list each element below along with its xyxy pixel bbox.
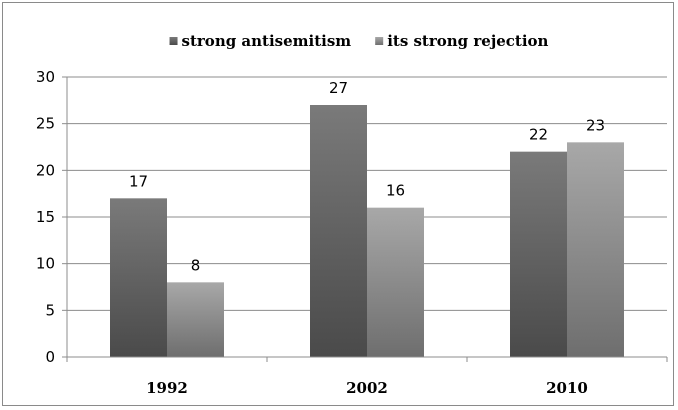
- legend-label: strong antisemitism: [182, 32, 352, 50]
- bar-strong-antisemitism-2010: [510, 151, 567, 357]
- data-label: 16: [386, 182, 405, 200]
- y-tick-label: 0: [45, 348, 55, 366]
- data-label: 27: [329, 79, 348, 97]
- data-label: 8: [191, 256, 201, 274]
- chart-frame: 0 5 10 15 20 25 30 17 8 1992 27 16 2002 22 23 2010 stro…: [2, 2, 674, 406]
- data-label: 17: [129, 172, 148, 190]
- bar-strong-antisemitism-1992: [110, 198, 167, 357]
- y-tick-label: 25: [36, 115, 55, 133]
- legend: strong antisemitism its strong rejection: [169, 32, 549, 50]
- data-label: 23: [586, 116, 605, 134]
- axes: [62, 76, 668, 362]
- bar-chart: 0 5 10 15 20 25 30 17 8 1992 27 16 2002 22 23 2010 stro…: [36, 32, 668, 397]
- legend-label: its strong rejection: [387, 32, 548, 50]
- y-tick-label: 30: [36, 68, 55, 86]
- y-tick-label: 20: [36, 161, 55, 179]
- bar-strong-antisemitism-2002: [310, 105, 367, 357]
- y-tick-label: 10: [36, 255, 55, 273]
- y-tick-label: 5: [45, 301, 55, 319]
- labels: 0 5 10 15 20 25 30 17 8 1992 27 16 2002 22 23 2010: [36, 68, 605, 397]
- bars: [110, 105, 624, 357]
- bar-its-strong-rejection-2010: [567, 142, 624, 357]
- x-category-label: 1992: [146, 379, 188, 397]
- y-tick-label: 15: [36, 208, 55, 226]
- x-category-label: 2010: [546, 379, 588, 397]
- bar-its-strong-rejection-2002: [367, 207, 424, 357]
- legend-swatch: [375, 37, 384, 45]
- legend-swatch: [169, 37, 178, 45]
- data-label: 22: [529, 126, 548, 144]
- x-category-label: 2002: [346, 379, 388, 397]
- bar-its-strong-rejection-1992: [167, 282, 224, 357]
